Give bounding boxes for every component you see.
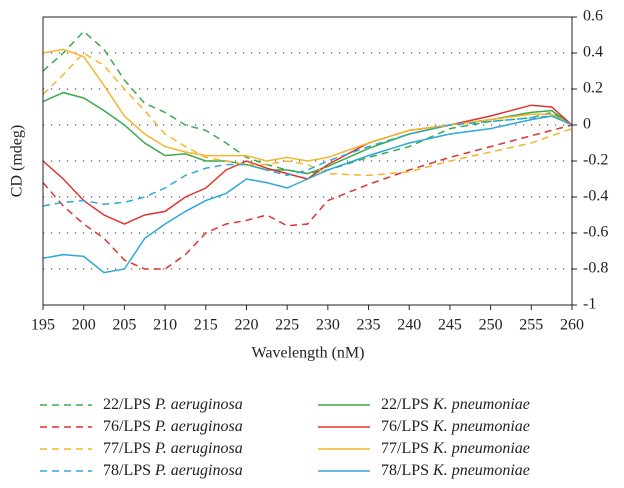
y-tick-label: -0.2: [583, 152, 608, 169]
plot-frame: [42, 16, 573, 306]
x-tick-label: 225: [275, 317, 299, 334]
x-tick-label: 250: [479, 317, 503, 334]
legend-label: 78/LPS K. pneumoniae: [381, 462, 530, 479]
x-tick-label: 255: [519, 317, 543, 334]
x-tick-label: 235: [357, 317, 381, 334]
legend-label: 22/LPS K. pneumoniae: [381, 396, 530, 413]
series-line: [42, 115, 573, 207]
series-line: [42, 52, 573, 177]
x-tick-label: 240: [397, 317, 421, 334]
y-tick-label: 0.6: [583, 8, 603, 25]
legend-label: 77/LPS P. aeruginosa: [103, 440, 243, 457]
series-line: [42, 48, 573, 162]
y-tick-label: -0.4: [583, 188, 608, 205]
y-tick-label: -0.8: [583, 260, 608, 277]
x-axis-label: Wavelength (nM): [252, 345, 365, 362]
x-tick-label: 230: [316, 317, 340, 334]
x-tick-label: 200: [72, 317, 96, 334]
series-line: [42, 104, 573, 225]
y-axis-label: CD (mdeg): [9, 125, 26, 197]
legend-label: 22/LPS P. aeruginosa: [103, 396, 243, 413]
y-tick-label: -0.6: [583, 224, 608, 241]
x-tick-label: 245: [438, 317, 462, 334]
legend-label: 76/LPS P. aeruginosa: [103, 418, 243, 435]
x-tick-label: 210: [153, 317, 177, 334]
legend-label: 76/LPS K. pneumoniae: [381, 418, 530, 435]
series-line: [42, 124, 573, 270]
y-tick-label: 0.4: [583, 44, 603, 61]
y-tick-label: 0: [583, 116, 591, 133]
series-line: [42, 30, 573, 175]
x-tick-label: 220: [234, 317, 258, 334]
x-tick-label: 205: [112, 317, 136, 334]
y-tick-label: -1: [583, 296, 596, 313]
legend-label: 77/LPS K. pneumoniae: [381, 440, 530, 457]
x-tick-label: 215: [194, 317, 218, 334]
x-tick-label: 260: [560, 317, 584, 334]
y-tick-label: 0.2: [583, 80, 603, 97]
legend-label: 78/LPS P. aeruginosa: [103, 462, 243, 479]
series-line: [42, 115, 573, 274]
x-tick-label: 195: [31, 317, 55, 334]
